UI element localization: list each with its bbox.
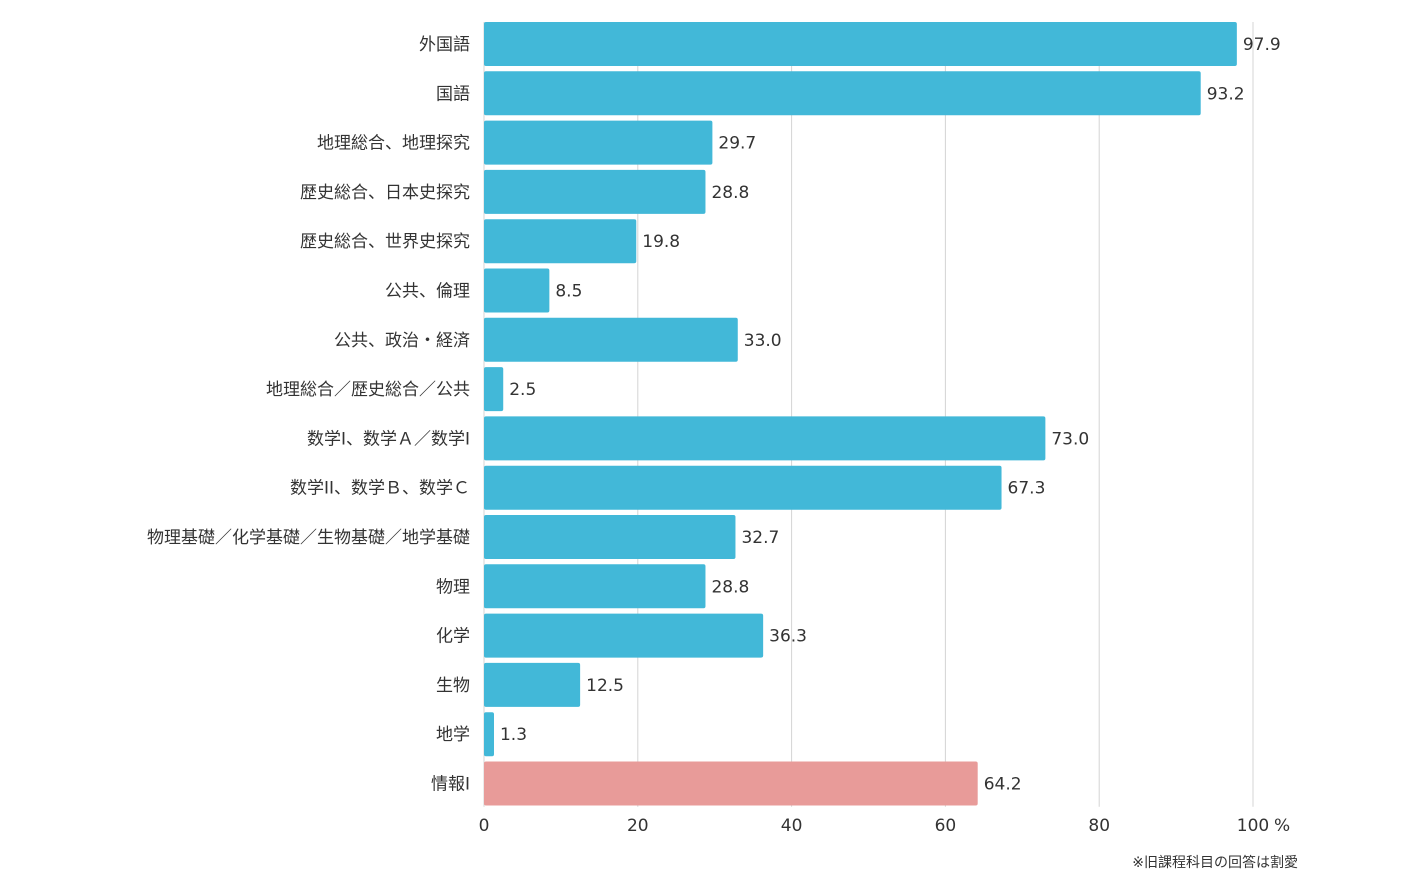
bar (484, 367, 504, 412)
value-label: 36.3 (769, 627, 807, 647)
category-label: 歴史総合、世界史探究 (300, 232, 470, 252)
x-tick-label: 20 (627, 816, 649, 836)
value-label: 1.3 (500, 725, 527, 745)
value-label: 73.0 (1051, 429, 1089, 449)
bar (484, 613, 764, 658)
category-label: 物理 (436, 577, 470, 597)
category-label: 数学Ⅰ、数学Ａ／数学Ⅰ (307, 429, 470, 449)
category-label: 外国語 (419, 35, 470, 55)
bar (484, 416, 1046, 461)
bar (484, 219, 637, 264)
bar (484, 169, 706, 214)
category-label: 生物 (436, 676, 470, 696)
footnote: ※旧課程科目の回答は割愛 (1132, 855, 1298, 871)
value-label: 29.7 (718, 134, 756, 154)
x-tick-label: 80 (1088, 816, 1110, 836)
value-label: 19.8 (642, 232, 680, 252)
bars (484, 22, 1237, 806)
bar (484, 515, 736, 559)
bar (484, 120, 713, 165)
bar (484, 22, 1237, 66)
category-label: 地理総合、地理探究 (317, 134, 470, 154)
category-label: 公共、倫理 (385, 282, 470, 302)
x-tick-label: 100 (1237, 816, 1269, 836)
value-label: 2.5 (509, 380, 536, 400)
x-tick-label: 40 (781, 816, 803, 836)
category-label: 情報Ⅰ (431, 775, 470, 795)
value-label: 32.7 (741, 528, 779, 548)
bar (484, 268, 550, 313)
category-label: 地学 (436, 725, 470, 745)
value-label: 28.8 (711, 577, 749, 597)
bar (484, 71, 1201, 116)
value-label: 64.2 (984, 775, 1022, 795)
category-label: 公共、政治・経済 (334, 331, 470, 351)
value-label: 93.2 (1207, 84, 1245, 104)
x-unit-label: % (1274, 816, 1290, 836)
bar (484, 317, 738, 362)
category-label: 歴史総合、日本史探究 (300, 183, 470, 203)
category-label: 物理基礎／化学基礎／生物基礎／地学基礎 (147, 528, 470, 548)
value-label: 28.8 (711, 183, 749, 203)
labels: 外国語 97.9 国語 93.2 地理総合、地理探究 29.7 歴史総合、日本史探究 28.8… (147, 35, 1290, 836)
value-label: 8.5 (555, 282, 582, 302)
bar (484, 465, 1002, 510)
bar (484, 761, 978, 806)
x-tick-label: 0 (479, 816, 490, 836)
value-label: 12.5 (586, 676, 624, 696)
category-label: 数学ⅠⅠ、数学Ｂ、数学Ｃ (290, 479, 470, 499)
category-label: 化学 (436, 627, 470, 647)
category-label: 国語 (436, 84, 470, 104)
bar (484, 564, 706, 609)
value-label: 33.0 (744, 331, 782, 351)
bar (484, 712, 494, 757)
bar (484, 662, 581, 707)
value-label: 67.3 (1008, 479, 1046, 499)
x-tick-label: 60 (935, 816, 957, 836)
value-label: 97.9 (1243, 35, 1281, 55)
category-label: 地理総合／歴史総合／公共 (266, 380, 470, 400)
